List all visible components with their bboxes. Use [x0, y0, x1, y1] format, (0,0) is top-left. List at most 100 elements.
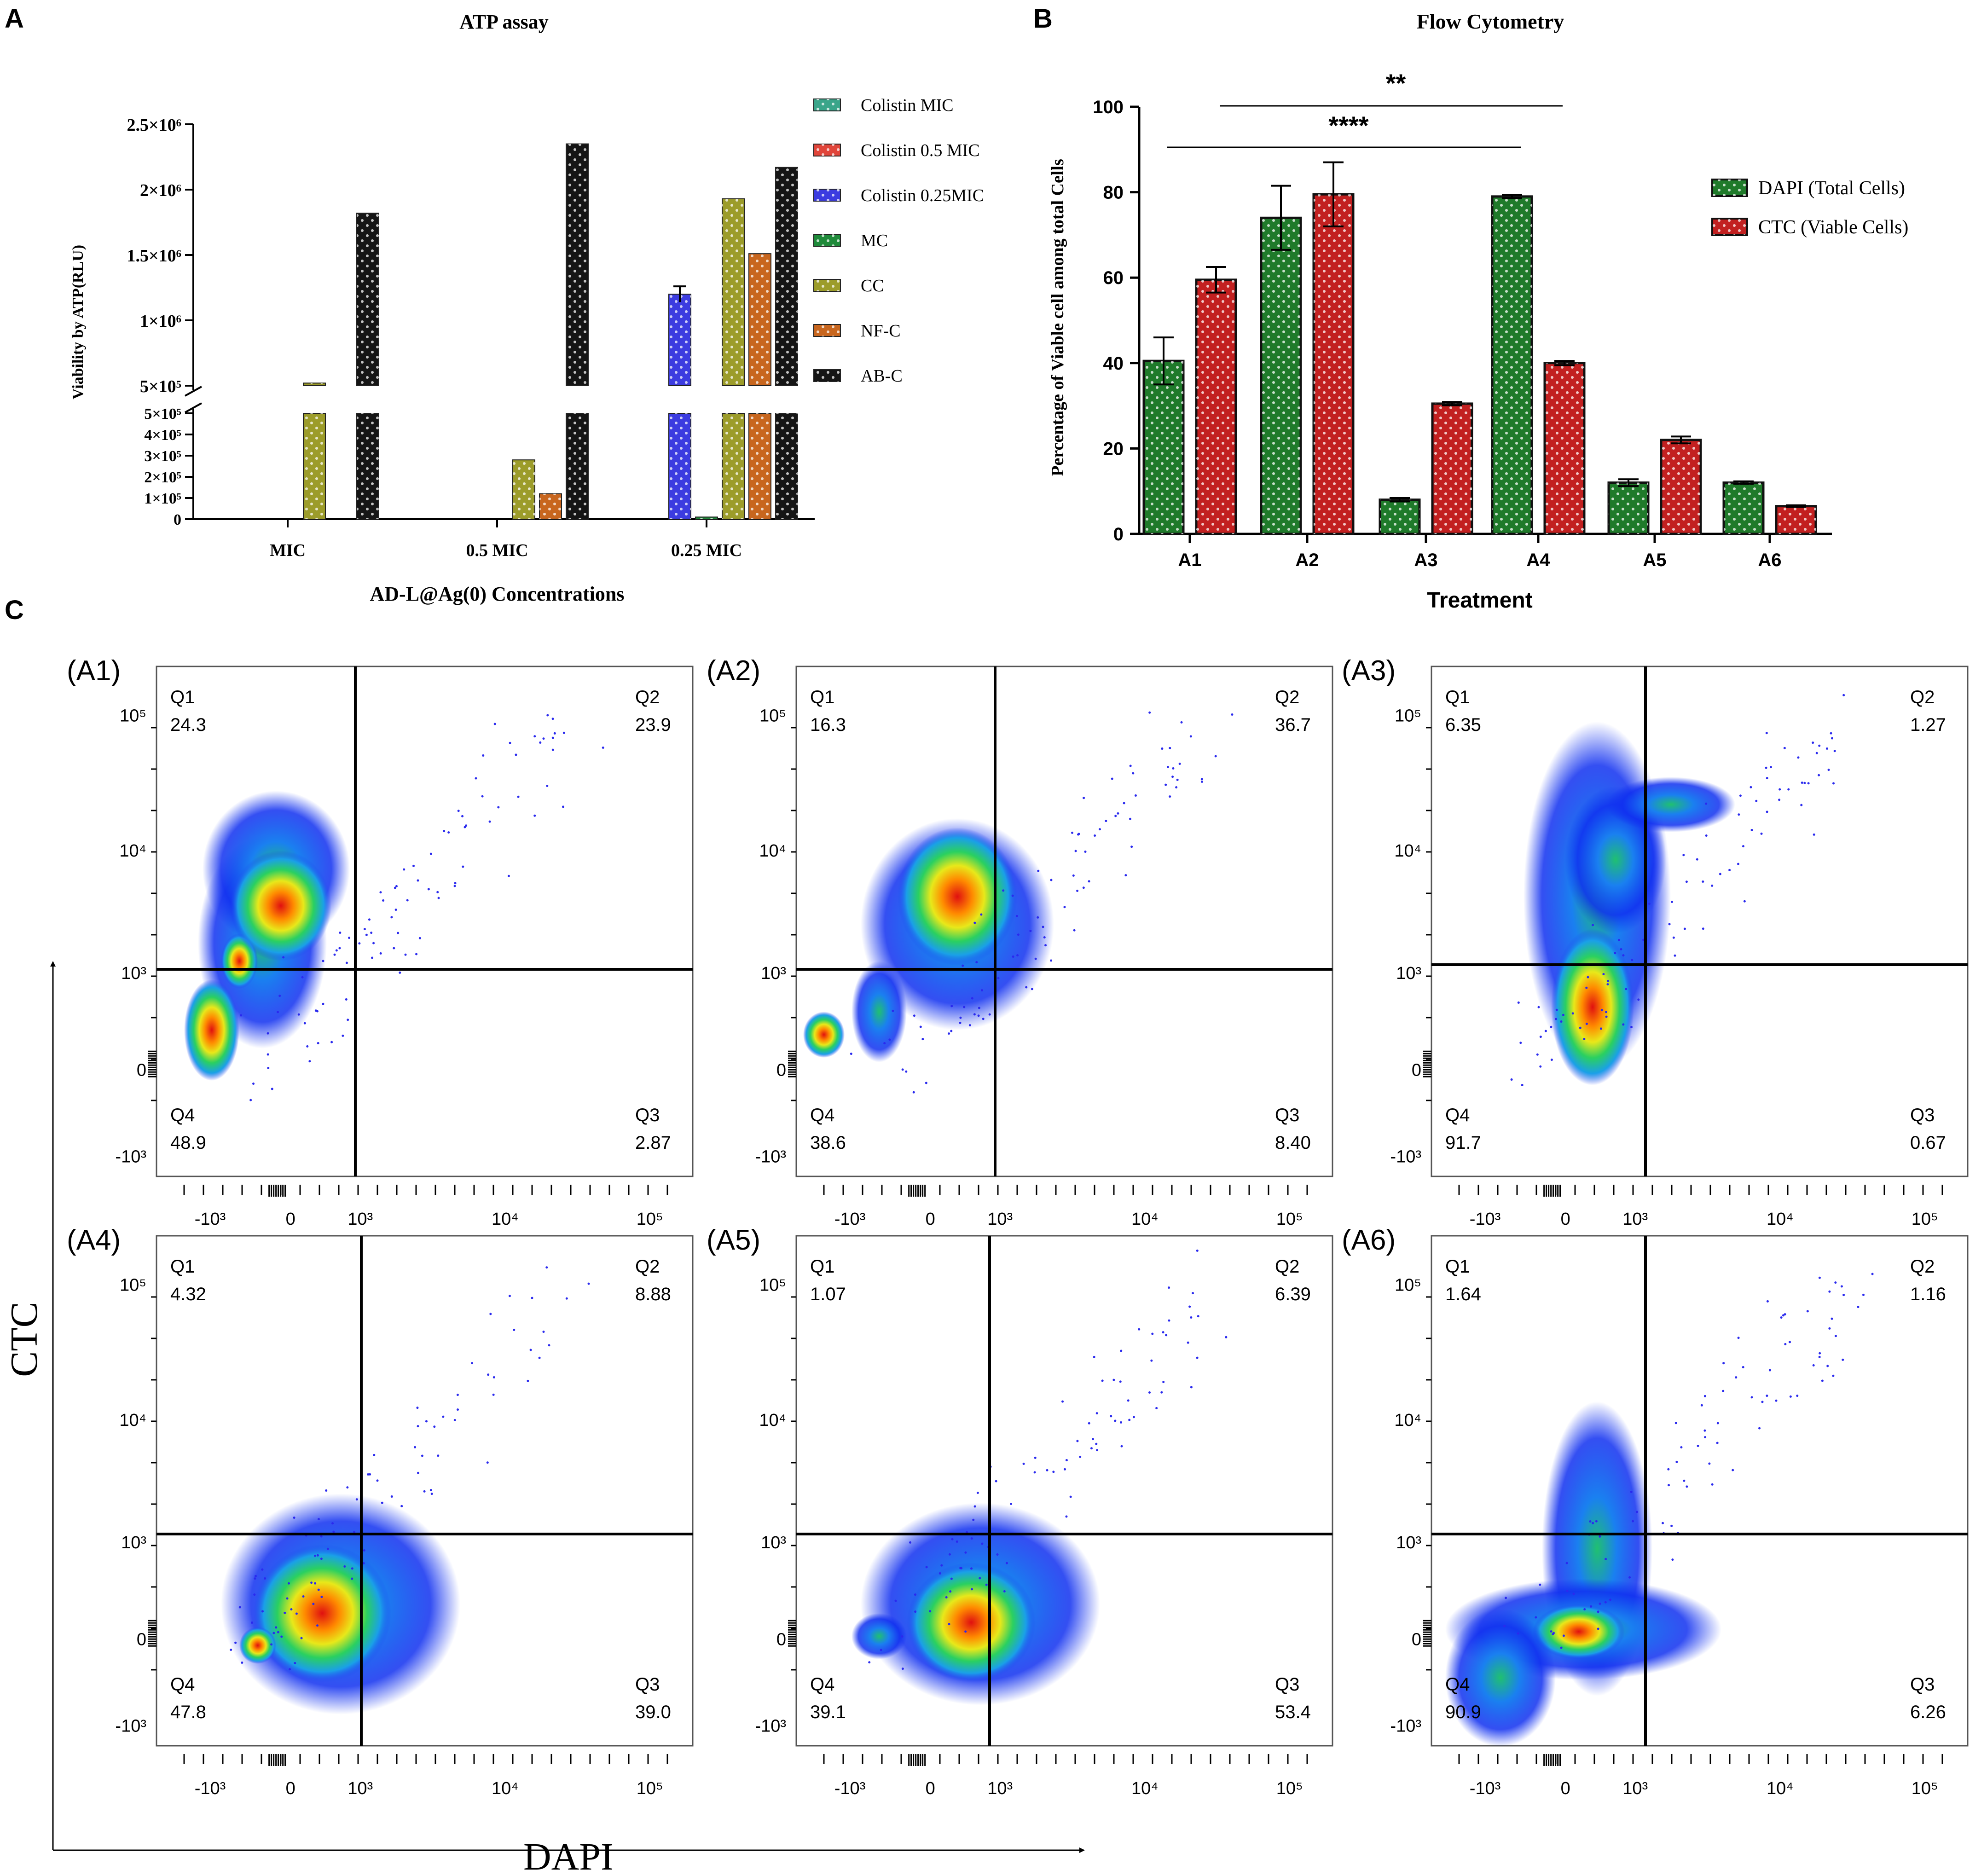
event-dot — [1750, 1396, 1753, 1399]
event-dot — [1002, 889, 1005, 892]
x-tick-label-a5: A5 — [1643, 550, 1666, 570]
event-dot — [551, 736, 554, 739]
event-dot — [1857, 1306, 1860, 1309]
event-dot — [1003, 1590, 1006, 1593]
event-dot — [427, 888, 430, 891]
event-dot — [1796, 1395, 1799, 1397]
event-dot — [1079, 1455, 1082, 1458]
event-dot — [1034, 957, 1037, 960]
x-tick-label-a1: A1 — [1178, 550, 1201, 570]
legend-label-ab-c: AB-C — [861, 366, 903, 386]
event-dot — [1011, 894, 1014, 897]
event-dot — [1716, 1422, 1719, 1424]
event-dot — [1697, 1444, 1699, 1447]
event-dot — [1628, 1576, 1631, 1579]
panel-name: (A1) — [67, 655, 121, 687]
bar-dapi-total-cells-a3-pattern — [1380, 499, 1419, 534]
dot-plot-a5: (A5) Q1 1.07 Q2 6.39 Q3 53.4 Q4 39.1 10⁵ 10⁴ 10³ 0 -1… — [707, 1224, 1333, 1798]
event-dot — [1674, 1422, 1677, 1424]
event-dot — [333, 953, 336, 956]
event-dot — [1668, 923, 1671, 926]
quadrant-label-q3: Q3 — [1275, 1674, 1299, 1695]
event-dot — [363, 928, 366, 931]
event-dot — [335, 949, 338, 952]
x-tick-label-a2: A2 — [1295, 550, 1319, 570]
quadrant-value-q3: 0.67 — [1910, 1133, 1946, 1153]
x-tick-label: 0 — [1561, 1210, 1570, 1229]
event-dot — [1111, 777, 1113, 780]
event-dot — [1151, 1332, 1154, 1335]
bar-dapi-total-cells-a6-pattern — [1724, 482, 1763, 534]
event-dot — [1750, 828, 1753, 831]
quadrant-value-q4: 47.8 — [170, 1702, 206, 1722]
event-dot — [250, 1621, 253, 1624]
y-tick-label: 0 — [1113, 524, 1124, 544]
legend-swatch-pattern — [814, 189, 840, 201]
legend-swatch-pattern — [814, 370, 840, 382]
event-dot — [1675, 1460, 1678, 1463]
event-dot — [1735, 1376, 1738, 1379]
event-dot — [546, 714, 549, 717]
legend-swatch-pattern — [1712, 179, 1747, 196]
event-dot — [486, 1461, 489, 1464]
event-dot — [1592, 924, 1594, 926]
bar-colistin-0-25mic-0-25-mic-pattern — [669, 413, 691, 519]
quadrant-label-q2: Q2 — [1910, 1256, 1935, 1277]
event-dot — [1739, 794, 1742, 797]
legend-label-nf-c: NF-C — [861, 321, 901, 341]
event-dot — [980, 913, 983, 916]
event-dot — [901, 1635, 904, 1638]
quadrant-value-q1: 16.3 — [810, 715, 846, 735]
event-dot — [1703, 1395, 1706, 1397]
quadrant-value-q4: 38.6 — [810, 1133, 846, 1153]
event-dot — [1637, 998, 1640, 1001]
event-dot — [1124, 874, 1127, 877]
event-dot — [314, 1554, 317, 1557]
quadrant-label-q4: Q4 — [1445, 1674, 1470, 1695]
y-tick-label: 10³ — [1396, 964, 1421, 983]
quadrant-label-q1: Q1 — [1445, 687, 1470, 707]
event-dot — [1189, 735, 1192, 738]
event-dot — [1609, 1598, 1612, 1601]
event-dot — [423, 1490, 426, 1493]
y-tick-label: 10⁵ — [120, 706, 146, 725]
event-dot — [1150, 1359, 1153, 1362]
event-dot — [1550, 1025, 1553, 1028]
bar-ab-c-mic-pattern — [357, 413, 379, 519]
event-dot — [1176, 778, 1179, 781]
event-dot — [454, 882, 457, 885]
event-dot — [347, 1019, 349, 1021]
event-dot — [1784, 1343, 1787, 1345]
event-dot — [1148, 1391, 1151, 1394]
event-dot — [1813, 833, 1815, 836]
event-dot — [1702, 927, 1704, 930]
event-dot — [1042, 926, 1044, 928]
event-dot — [1682, 854, 1685, 857]
y-tick-label: 10⁴ — [1394, 1411, 1421, 1430]
event-dot — [1017, 933, 1020, 936]
event-dot — [1082, 886, 1085, 889]
event-cluster — [1606, 777, 1735, 832]
legend-swatch-pattern — [814, 144, 840, 156]
event-dot — [981, 1542, 984, 1545]
event-dot — [1196, 1249, 1199, 1252]
legend-label-mc: MC — [861, 231, 888, 250]
quadrant-value-q2: 1.27 — [1910, 715, 1946, 735]
event-dot — [1722, 1362, 1725, 1365]
event-dot — [1072, 874, 1075, 877]
event-dot — [1120, 1421, 1123, 1424]
event-dot — [1553, 1632, 1555, 1634]
event-dot — [1667, 1468, 1670, 1471]
y-tick-label: -10³ — [1390, 1147, 1421, 1167]
event-dot — [529, 1349, 532, 1351]
event-dot — [1815, 752, 1818, 754]
event-dot — [332, 1530, 335, 1533]
event-dot — [948, 1032, 950, 1035]
event-dot — [272, 1632, 275, 1634]
event-dot — [539, 741, 542, 744]
event-dot — [270, 1643, 273, 1646]
event-dot — [297, 1013, 300, 1016]
event-dot — [1775, 1399, 1778, 1402]
event-dot — [456, 1394, 459, 1396]
event-dot — [1617, 938, 1620, 941]
